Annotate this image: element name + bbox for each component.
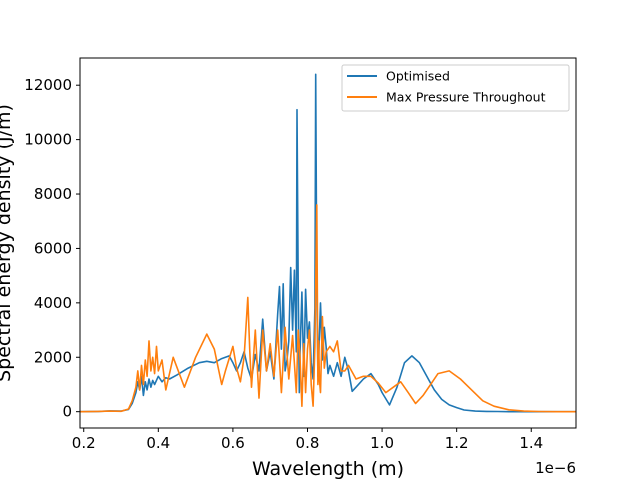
y-tick-label: 0: [62, 403, 72, 421]
y-tick-label: 8000: [34, 185, 72, 203]
plot-frame: [79, 57, 577, 429]
x-tick-label: 1.2: [445, 434, 469, 452]
legend-label-max-pressure: Max Pressure Throughout: [386, 90, 546, 105]
series-line-0: [80, 73, 576, 413]
y-tick-label: 2000: [34, 348, 72, 366]
series-line-1: [80, 204, 576, 413]
x-tick-label: 1.0: [370, 434, 394, 452]
legend-box: [341, 64, 570, 112]
plot-area: [79, 57, 577, 429]
y-tick-label: 6000: [34, 239, 72, 257]
y-axis-title: Spectral energy density (J/m): [0, 104, 15, 382]
series-layer: [80, 73, 576, 413]
x-tick-label: 0.4: [146, 434, 170, 452]
legend: Optimised Max Pressure Throughout: [341, 64, 570, 112]
y-axis: 0 2000 4000 6000 8000 10000 12000: [24, 76, 80, 421]
x-tick-label: 1.4: [519, 434, 543, 452]
x-tick-label: 0.2: [72, 434, 96, 452]
x-axis-offset-label: 1e−6: [535, 459, 576, 477]
y-tick-label: 12000: [24, 76, 72, 94]
legend-label-optimised: Optimised: [386, 69, 450, 84]
x-axis: 0.2 0.4 0.6 0.8 1.0 1.2 1.4: [72, 428, 543, 452]
x-axis-title: Wavelength (m): [252, 458, 404, 480]
x-tick-label: 0.6: [221, 434, 245, 452]
y-tick-label: 10000: [24, 131, 72, 149]
y-tick-label: 4000: [34, 294, 72, 312]
x-tick-label: 0.8: [296, 434, 320, 452]
